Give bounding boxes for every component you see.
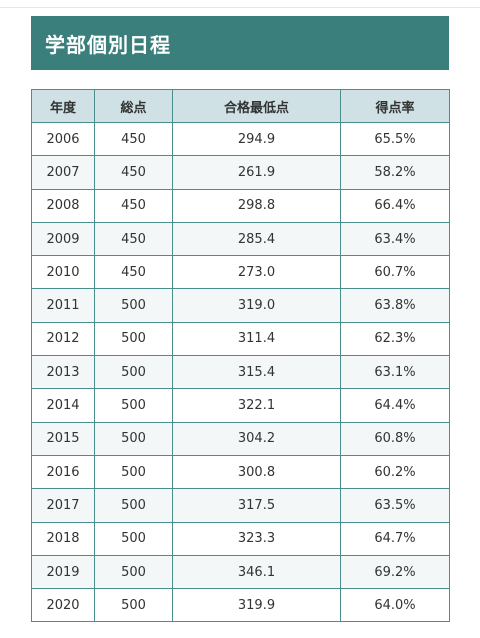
cell-total: 500 [94,488,173,523]
cell-year: 2019 [31,554,95,590]
section-title-bar: 学部個別日程 [31,16,449,70]
header-rate: 得点率 [340,89,450,123]
cell-rate: 63.5% [340,488,450,523]
table-row: 2011 500 319.0 63.8% [31,288,450,323]
header-min-pass: 合格最低点 [172,89,341,123]
cell-rate: 63.4% [340,221,450,257]
cell-year: 2010 [31,255,95,290]
cell-rate: 58.2% [340,155,450,190]
table-header-row: 年度 総点 合格最低点 得点率 [31,89,450,123]
cell-total: 450 [94,155,173,190]
cell-rate: 63.1% [340,355,450,390]
cell-total: 500 [94,454,173,490]
table-row: 2012 500 311.4 62.3% [31,321,450,357]
cell-min-pass: 346.1 [172,554,341,590]
cell-total: 450 [94,121,173,157]
cell-total: 500 [94,321,173,357]
cell-rate: 69.2% [340,554,450,590]
table-row: 2020 500 319.9 64.0% [31,588,450,623]
table-row: 2006 450 294.9 65.5% [31,121,450,157]
cell-year: 2015 [31,421,95,456]
cell-min-pass: 294.9 [172,121,341,157]
cell-year: 2006 [31,121,95,157]
cell-total: 500 [94,588,173,623]
cell-total: 450 [94,221,173,257]
cell-year: 2014 [31,388,95,423]
table-row: 2014 500 322.1 64.4% [31,388,450,423]
cell-min-pass: 319.0 [172,288,341,323]
score-table: 年度 総点 合格最低点 得点率 2006 450 294.9 65.5% 2007 450… [31,89,450,623]
table-row: 2018 500 323.3 64.7% [31,521,450,556]
cell-year: 2017 [31,488,95,523]
cell-rate: 62.3% [340,321,450,357]
cell-year: 2012 [31,321,95,357]
cell-year: 2013 [31,355,95,390]
cell-rate: 63.8% [340,288,450,323]
cell-rate: 65.5% [340,121,450,157]
cell-total: 500 [94,355,173,390]
page-title: 学部個別日程 [45,32,171,57]
cell-year: 2007 [31,155,95,190]
cell-total: 450 [94,255,173,290]
cell-year: 2020 [31,588,95,623]
cell-rate: 64.4% [340,388,450,423]
cell-year: 2018 [31,521,95,556]
top-divider [0,7,480,8]
table-row: 2013 500 315.4 63.1% [31,355,450,390]
cell-rate: 60.2% [340,454,450,490]
cell-min-pass: 311.4 [172,321,341,357]
cell-year: 2008 [31,188,95,223]
cell-min-pass: 285.4 [172,221,341,257]
table-row: 2017 500 317.5 63.5% [31,488,450,523]
cell-total: 500 [94,288,173,323]
cell-rate: 66.4% [340,188,450,223]
table-row: 2009 450 285.4 63.4% [31,221,450,257]
cell-rate: 64.0% [340,588,450,623]
cell-year: 2011 [31,288,95,323]
cell-total: 500 [94,388,173,423]
table-row: 2007 450 261.9 58.2% [31,155,450,190]
table-body: 2006 450 294.9 65.5% 2007 450 261.9 58.2% 2008 45… [31,121,450,623]
table-row: 2010 450 273.0 60.7% [31,255,450,290]
cell-year: 2016 [31,454,95,490]
cell-rate: 64.7% [340,521,450,556]
cell-min-pass: 304.2 [172,421,341,456]
header-year: 年度 [31,89,95,123]
cell-min-pass: 300.8 [172,454,341,490]
cell-total: 500 [94,421,173,456]
header-total: 総点 [94,89,173,123]
cell-year: 2009 [31,221,95,257]
cell-min-pass: 319.9 [172,588,341,623]
cell-rate: 60.7% [340,255,450,290]
cell-min-pass: 261.9 [172,155,341,190]
cell-min-pass: 323.3 [172,521,341,556]
table-row: 2019 500 346.1 69.2% [31,554,450,590]
cell-min-pass: 322.1 [172,388,341,423]
table-row: 2015 500 304.2 60.8% [31,421,450,456]
cell-min-pass: 298.8 [172,188,341,223]
cell-total: 500 [94,521,173,556]
cell-total: 500 [94,554,173,590]
cell-min-pass: 273.0 [172,255,341,290]
cell-min-pass: 315.4 [172,355,341,390]
cell-rate: 60.8% [340,421,450,456]
cell-total: 450 [94,188,173,223]
cell-min-pass: 317.5 [172,488,341,523]
table-row: 2016 500 300.8 60.2% [31,454,450,490]
table-row: 2008 450 298.8 66.4% [31,188,450,223]
